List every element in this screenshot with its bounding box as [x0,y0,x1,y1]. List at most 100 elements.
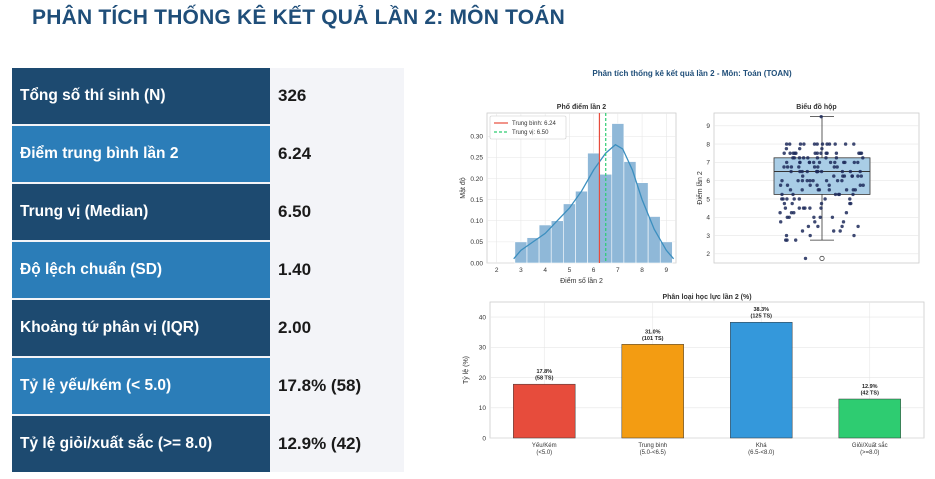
bar-category-label: Yếu/Kém (<5.0) [532,443,557,456]
boxplot-point [856,174,860,178]
boxplot-y-tick-label: 4 [706,215,710,222]
stat-value: 6.24 [278,144,312,163]
boxplot-point [852,160,856,165]
boxplot-point [792,197,796,201]
boxplot-point [844,188,849,192]
boxplot-point [834,151,839,155]
boxplot-point [798,142,803,146]
boxplot-point [861,156,865,160]
boxplot-point [840,169,845,174]
boxplot-point [818,215,822,219]
boxplot-point [824,151,828,155]
bar-data-label: 17.8% (58 TS) [535,369,554,382]
boxplot-point [848,197,852,201]
histogram-bar [550,220,564,264]
stat-value: 1.40 [278,260,312,279]
bar-chart-y-tick-label: 0 [482,435,486,442]
boxplot-point [852,233,856,238]
stat-row: Tỷ lệ yếu/kém (< 5.0) 17.8% (58) [12,358,404,414]
boxplot-point [784,146,789,151]
boxplot-point [800,188,804,192]
boxplot-point [815,142,819,146]
boxplot-point [819,169,824,174]
boxplot-point [834,156,839,160]
boxplot-outlier [819,255,825,261]
stat-label: Trung vị (Median) [12,184,270,240]
boxplot-point [785,160,789,165]
classification-bar [838,398,901,439]
boxplot-point [784,142,789,146]
boxplot-point [827,183,831,187]
boxplot-point [780,192,784,197]
histogram-y-axis-label: Mật độ [460,177,467,199]
boxplot-point [861,183,865,187]
bar-chart-y-tick-label: 10 [479,405,487,412]
boxplot-point [802,142,806,146]
boxplot-y-tick-label: 5 [706,196,710,203]
boxplot-point [797,165,801,169]
boxplot-point [806,156,810,160]
boxplot-point [785,165,790,169]
classification-bar [513,383,576,439]
histogram-bar [514,241,528,264]
boxplot-point [852,142,856,146]
boxplot-point [794,151,798,155]
boxplot-y-axis-label: Điểm lần 2 [695,171,704,205]
boxplot-point [807,160,812,165]
boxplot-point [844,210,849,215]
boxplot-point [823,197,827,201]
boxplot-point [779,220,783,224]
boxplot-point [835,178,840,183]
boxplot-point [858,183,862,187]
boxplot-point [833,160,837,165]
histogram-legend: Trung bình: 6.24 Trung vị: 6.50 [489,115,567,140]
boxplot-point [803,256,808,261]
boxplot-point [848,169,853,174]
boxplot-point [798,160,802,165]
boxplot-point [817,160,822,165]
stat-row: Tỷ lệ giỏi/xuất sắc (>= 8.0) 12.9% (42) [12,416,404,472]
stat-value: 17.8% (58) [278,376,362,395]
boxplot-point [782,201,787,206]
boxplot-y-tick-label: 8 [706,141,710,148]
boxplot-point [794,238,798,242]
boxplot-point [792,210,796,215]
boxplot-point [824,156,828,160]
boxplot-point [858,151,862,155]
boxplot-point [808,183,812,187]
boxplot-point [859,174,863,178]
bar-chart-y-tick-label: 40 [479,314,487,321]
boxplot-point [813,220,817,224]
boxplot-point [780,178,784,183]
boxplot-point [819,206,823,210]
boxplot-point [788,188,793,192]
boxplot-y-tick-label: 2 [706,251,710,258]
histogram-y-tick-label: 0.10 [470,218,483,225]
histogram-x-tick-label: 9 [664,267,668,274]
boxplot-point [805,178,809,183]
boxplot-point [805,169,809,174]
histogram-bar [575,190,588,264]
boxplot-point [808,178,812,183]
boxplot-point [785,183,790,187]
histogram-bar [635,182,649,264]
boxplot-point [797,156,802,160]
boxplot-point [827,142,832,146]
histogram-x-tick-label: 8 [640,267,644,274]
boxplot-point [791,192,795,197]
histogram-x-tick-label: 3 [519,267,523,274]
boxplot-point [808,233,812,238]
stat-label: Tỷ lệ giỏi/xuất sắc (>= 8.0) [12,416,270,472]
boxplot-point [817,188,822,192]
histogram-bar [659,241,673,264]
boxplot-point [828,160,833,165]
stat-label: Tổng số thí sinh (N) [12,68,270,124]
histogram-bar [647,216,661,264]
boxplot-point [813,151,817,155]
boxplot-point [853,188,857,192]
boxplot-point [842,160,846,165]
stat-row: Độ lệch chuẩn (SD) 1.40 [12,242,404,298]
boxplot-point [801,156,806,160]
boxplot-point [819,114,823,119]
histogram-x-tick-label: 2 [495,267,499,274]
